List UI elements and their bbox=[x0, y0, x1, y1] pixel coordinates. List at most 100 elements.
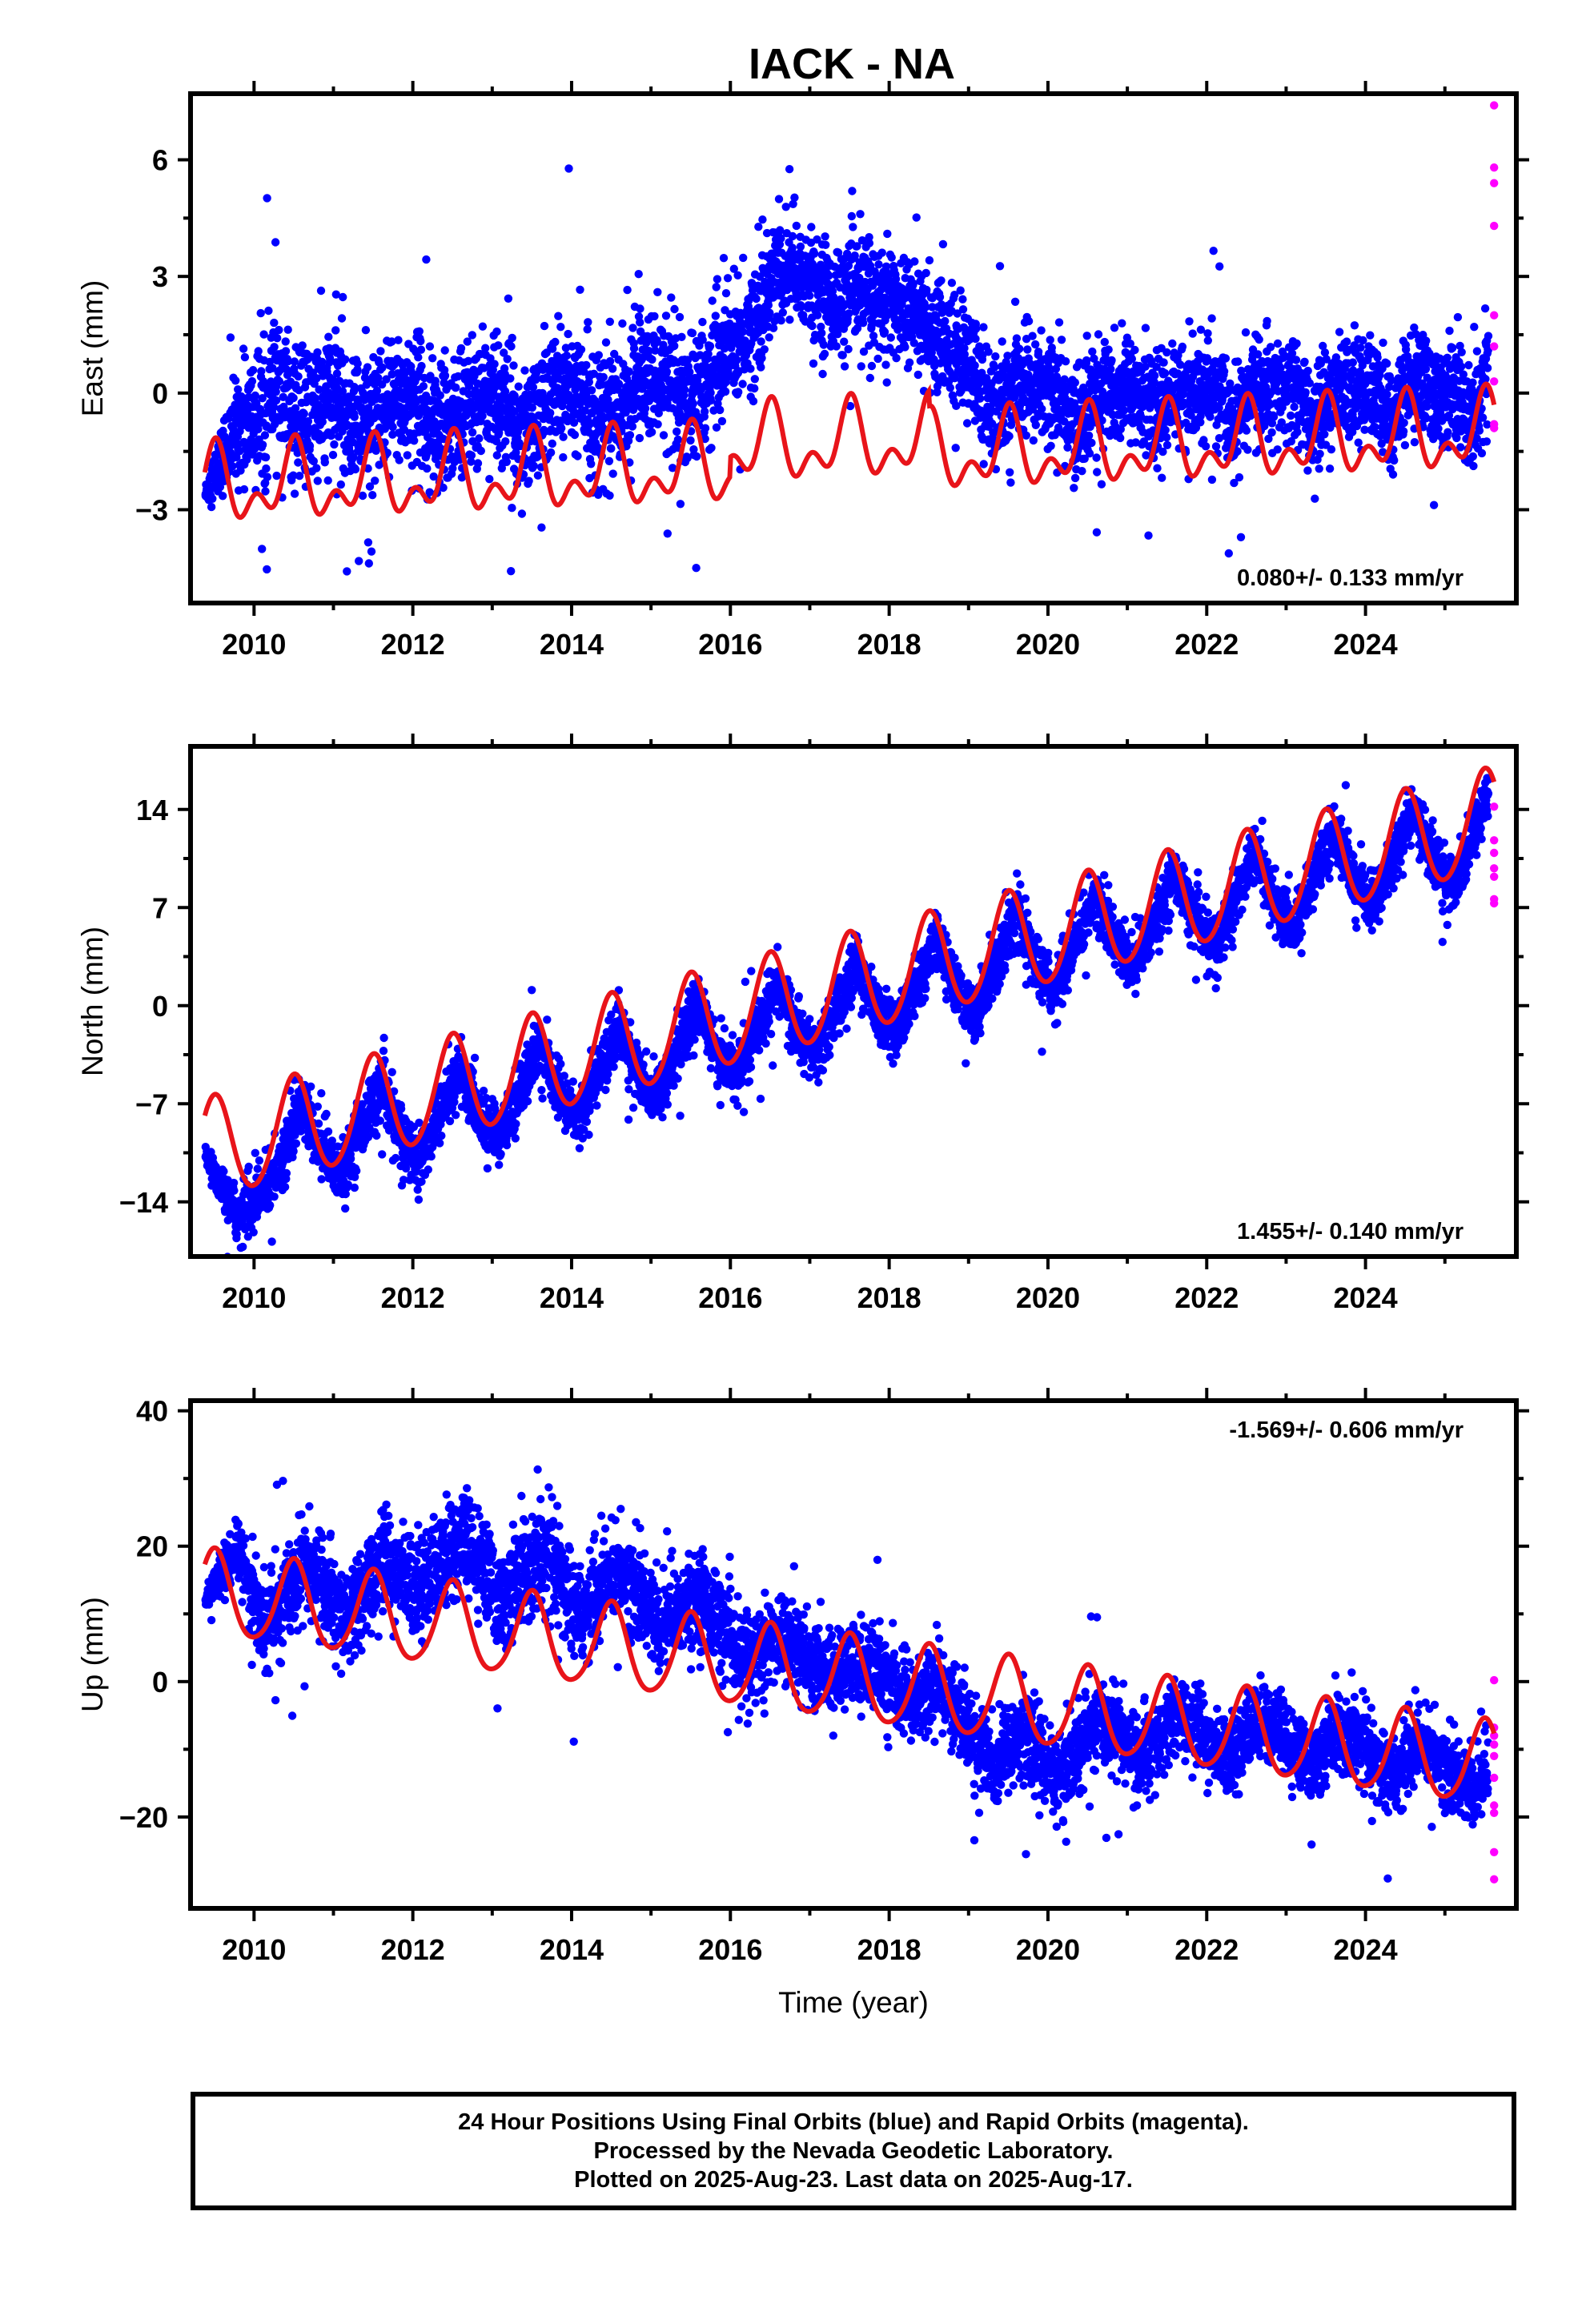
final-point bbox=[454, 372, 463, 381]
final-point bbox=[1255, 335, 1263, 344]
final-point bbox=[1142, 451, 1150, 460]
final-point bbox=[813, 235, 821, 244]
final-point bbox=[281, 337, 290, 346]
final-point bbox=[688, 328, 697, 338]
final-point bbox=[810, 249, 819, 258]
final-point bbox=[674, 418, 684, 427]
final-point bbox=[485, 475, 494, 484]
final-point bbox=[1249, 373, 1259, 382]
final-point bbox=[1196, 418, 1205, 427]
final-point bbox=[464, 356, 473, 365]
final-point bbox=[580, 367, 588, 376]
final-point bbox=[777, 234, 785, 243]
final-point bbox=[673, 435, 683, 444]
final-point bbox=[416, 345, 426, 354]
final-point bbox=[1315, 464, 1323, 473]
final-point bbox=[473, 459, 483, 468]
final-point bbox=[661, 312, 671, 320]
final-point bbox=[1127, 354, 1137, 364]
final-point bbox=[500, 387, 510, 396]
final-point bbox=[1209, 247, 1218, 255]
final-point bbox=[910, 257, 919, 266]
final-point bbox=[350, 383, 359, 392]
final-point bbox=[825, 271, 833, 280]
final-point bbox=[700, 407, 709, 416]
final-point bbox=[1070, 378, 1080, 387]
final-point bbox=[556, 416, 565, 425]
final-point bbox=[1373, 353, 1382, 362]
final-point bbox=[886, 333, 896, 342]
final-point bbox=[778, 308, 787, 317]
final-point bbox=[1087, 438, 1096, 448]
final-point bbox=[867, 361, 877, 371]
final-point bbox=[754, 223, 763, 231]
final-point bbox=[403, 451, 412, 460]
final-point bbox=[785, 165, 794, 174]
final-point bbox=[452, 383, 460, 392]
final-point bbox=[504, 294, 513, 303]
final-point bbox=[215, 482, 225, 492]
final-point bbox=[551, 337, 560, 347]
final-point bbox=[1226, 379, 1235, 388]
final-point bbox=[921, 303, 930, 312]
final-point bbox=[883, 229, 892, 239]
final-point bbox=[850, 251, 859, 260]
final-point bbox=[263, 565, 271, 574]
final-point bbox=[1097, 480, 1106, 489]
final-point bbox=[587, 460, 596, 468]
final-point bbox=[774, 195, 784, 203]
final-point bbox=[273, 334, 282, 343]
final-point bbox=[845, 401, 855, 411]
final-point bbox=[330, 440, 339, 449]
final-point bbox=[842, 249, 852, 259]
final-point bbox=[869, 332, 878, 340]
final-point bbox=[327, 431, 335, 440]
final-point bbox=[1277, 418, 1287, 427]
final-point bbox=[901, 343, 909, 352]
final-point bbox=[654, 408, 663, 418]
final-point bbox=[729, 264, 738, 273]
final-point bbox=[503, 355, 512, 364]
final-point bbox=[1150, 377, 1158, 387]
final-point bbox=[331, 326, 340, 335]
final-point bbox=[738, 380, 747, 388]
final-point bbox=[439, 483, 448, 493]
final-point bbox=[809, 359, 818, 368]
final-point bbox=[251, 391, 259, 400]
final-point bbox=[1061, 357, 1070, 366]
final-point bbox=[1100, 337, 1110, 347]
final-point bbox=[848, 187, 857, 195]
final-point bbox=[912, 213, 921, 222]
final-point bbox=[367, 547, 376, 556]
final-point bbox=[1331, 353, 1341, 362]
final-point bbox=[1044, 363, 1054, 372]
final-point bbox=[1233, 447, 1242, 456]
final-point bbox=[500, 348, 508, 357]
final-point bbox=[569, 418, 579, 427]
final-point bbox=[524, 476, 533, 485]
final-point bbox=[1267, 428, 1276, 437]
final-point bbox=[528, 403, 536, 412]
final-point bbox=[712, 283, 721, 292]
final-point bbox=[514, 382, 523, 391]
final-point bbox=[958, 305, 968, 314]
final-point bbox=[1028, 332, 1037, 340]
final-point bbox=[375, 460, 383, 469]
final-point bbox=[698, 317, 707, 327]
final-point bbox=[933, 382, 942, 391]
final-point bbox=[576, 285, 584, 294]
final-point bbox=[644, 347, 653, 356]
final-point bbox=[663, 529, 672, 538]
final-point bbox=[1359, 336, 1367, 345]
final-point bbox=[1010, 297, 1020, 306]
final-point bbox=[564, 164, 573, 173]
final-point bbox=[1348, 428, 1357, 436]
final-point bbox=[414, 353, 423, 362]
final-point bbox=[1015, 344, 1024, 353]
final-point bbox=[625, 431, 635, 440]
final-point bbox=[921, 268, 930, 278]
final-point bbox=[623, 285, 632, 295]
final-point bbox=[922, 285, 931, 295]
final-point bbox=[312, 374, 321, 383]
figure-title: IACK - NA bbox=[749, 40, 955, 88]
